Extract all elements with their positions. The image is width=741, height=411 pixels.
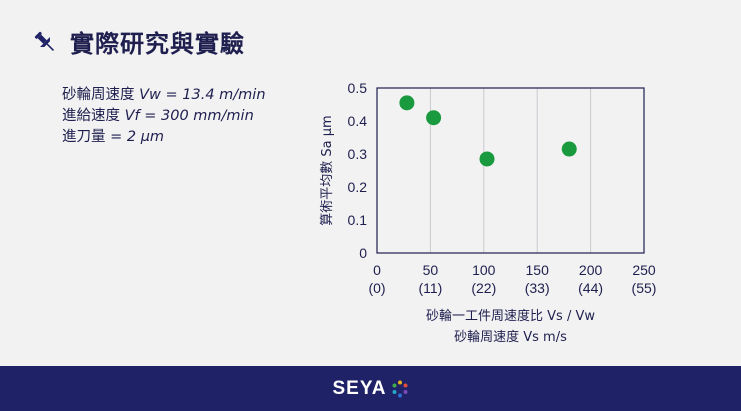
param-label: 進刀量 xyxy=(62,129,111,145)
data-point xyxy=(561,141,577,157)
x-tick-sublabel: (44) xyxy=(578,280,603,296)
x-tick-sublabel: (33) xyxy=(525,280,550,296)
param-feed-speed: 進給速度 Vf = 300 mm/min xyxy=(62,106,266,127)
y-tick-label: 0.1 xyxy=(348,212,368,228)
x-tick-label: 100 xyxy=(472,262,496,278)
title-bar: 實際研究與實驗 xyxy=(32,24,245,59)
brand-logo-text: SEYA xyxy=(332,377,387,399)
param-label: 進給速度 xyxy=(62,108,125,124)
x-tick-label: 50 xyxy=(423,262,439,278)
y-tick-label: 0.2 xyxy=(348,179,368,195)
x-tick-sublabel: (11) xyxy=(418,280,442,296)
param-value: = 2 μm xyxy=(110,129,165,145)
param-label: 砂輪周速度 xyxy=(62,87,140,103)
x-tick-label: 0 xyxy=(373,262,381,278)
footer-bar: SEYA xyxy=(0,366,741,411)
y-tick-label: 0 xyxy=(359,245,367,261)
page-title: 實際研究與實驗 xyxy=(70,30,245,58)
x-axis-sublabel: 砂輪周速度 Vs m/s xyxy=(454,329,567,345)
x-tick-label: 150 xyxy=(526,262,550,278)
y-axis-label: 算術平均數 Sa μm xyxy=(320,115,335,225)
param-wheel-speed: 砂輪周速度 Vw = 13.4 m/min xyxy=(62,85,266,106)
y-tick-label: 0.5 xyxy=(348,80,368,96)
data-point xyxy=(479,151,495,167)
y-tick-label: 0.3 xyxy=(348,146,368,162)
brand-logo-icon xyxy=(392,380,407,397)
grid xyxy=(429,88,592,253)
data-point xyxy=(399,95,415,111)
data-points xyxy=(399,95,577,167)
param-value: Vw = 13.4 m/min xyxy=(139,87,266,103)
x-axis-label: 砂輪一工件周速度比 Vs / Vw xyxy=(426,308,595,324)
x-tick-label: 200 xyxy=(579,262,603,278)
scatter-chart: 0 0.1 0.2 0.3 0.4 0.5 0 (0) 50 (11) 100 (22) 150 (33… xyxy=(320,80,656,345)
pushpin-icon xyxy=(34,31,55,51)
data-point xyxy=(426,110,442,126)
x-tick-sublabel: (55) xyxy=(632,280,657,296)
param-value: Vf = 300 mm/min xyxy=(124,108,254,124)
x-tick-label: 250 xyxy=(632,262,656,278)
x-tick-sublabel: (0) xyxy=(368,280,385,296)
y-tick-label: 0.4 xyxy=(348,113,368,129)
y-axis: 0 0.1 0.2 0.3 0.4 0.5 xyxy=(348,80,368,261)
x-tick-sublabel: (22) xyxy=(471,280,496,296)
param-depth: 進刀量 = 2 μm xyxy=(62,127,266,148)
plot-frame xyxy=(376,87,645,254)
x-axis: 0 (0) 50 (11) 100 (22) 150 (33) 200 (44) 250 (55) xyxy=(368,262,656,296)
parameter-list: 砂輪周速度 Vw = 13.4 m/min 進給速度 Vf = 300 mm/m… xyxy=(62,85,266,148)
